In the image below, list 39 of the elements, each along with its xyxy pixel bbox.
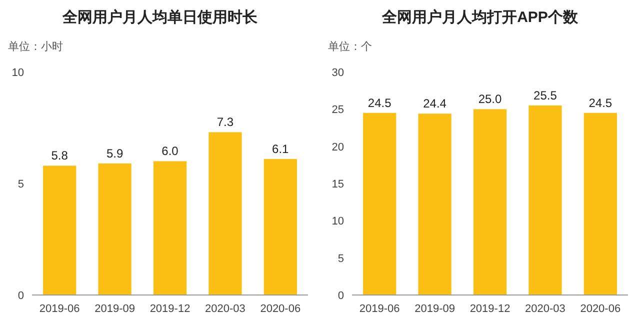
data-label: 6.0 — [162, 144, 179, 158]
y-tick-label: 5 — [338, 252, 344, 265]
y-tick-label: 20 — [332, 141, 344, 154]
x-tick-label: 2019-06 — [359, 303, 400, 315]
bar — [43, 166, 76, 295]
y-tick-label: 15 — [332, 178, 344, 190]
data-label: 7.3 — [216, 115, 234, 130]
x-tick-label: 2019-09 — [414, 303, 455, 315]
bar — [153, 161, 187, 295]
x-tick-label: 2019-12 — [150, 303, 190, 315]
y-tick-label: 0 — [18, 290, 24, 302]
bar — [208, 132, 242, 295]
y-tick-label: 5 — [18, 178, 24, 190]
x-tick-label: 2020-03 — [205, 303, 246, 315]
y-tick-label: 10 — [332, 216, 344, 228]
y-tick-label: 30 — [332, 67, 344, 79]
x-tick-label: 2020-03 — [525, 303, 566, 315]
y-tick-label: 10 — [12, 67, 24, 79]
bar — [98, 163, 132, 295]
x-tick-label: 2020-06 — [260, 303, 301, 315]
data-label: 5.8 — [51, 148, 68, 163]
chart-title: 全网用户月人均打开APP个数 — [381, 8, 579, 26]
y-axis-title: 单位：小时 — [8, 40, 63, 53]
chart-title: 全网用户月人均单日使用时长 — [62, 8, 258, 26]
x-tick-label: 2019-09 — [94, 303, 135, 315]
data-label: 5.9 — [106, 146, 124, 160]
y-tick-label: 25 — [332, 104, 344, 116]
data-label: 24.5 — [588, 96, 612, 110]
x-tick-label: 2020-06 — [580, 303, 621, 315]
x-tick-label: 2019-06 — [39, 303, 80, 315]
data-label: 6.1 — [272, 142, 290, 156]
y-tick-label: 0 — [338, 290, 344, 302]
x-tick-label: 2019-12 — [470, 303, 510, 315]
bar — [264, 158, 297, 295]
data-label: 24.5 — [368, 96, 392, 110]
data-label: 25.5 — [534, 88, 558, 102]
data-label: 24.4 — [423, 96, 447, 111]
data-label: 25.0 — [478, 92, 502, 106]
y-axis-title: 单位：个 — [328, 40, 372, 53]
